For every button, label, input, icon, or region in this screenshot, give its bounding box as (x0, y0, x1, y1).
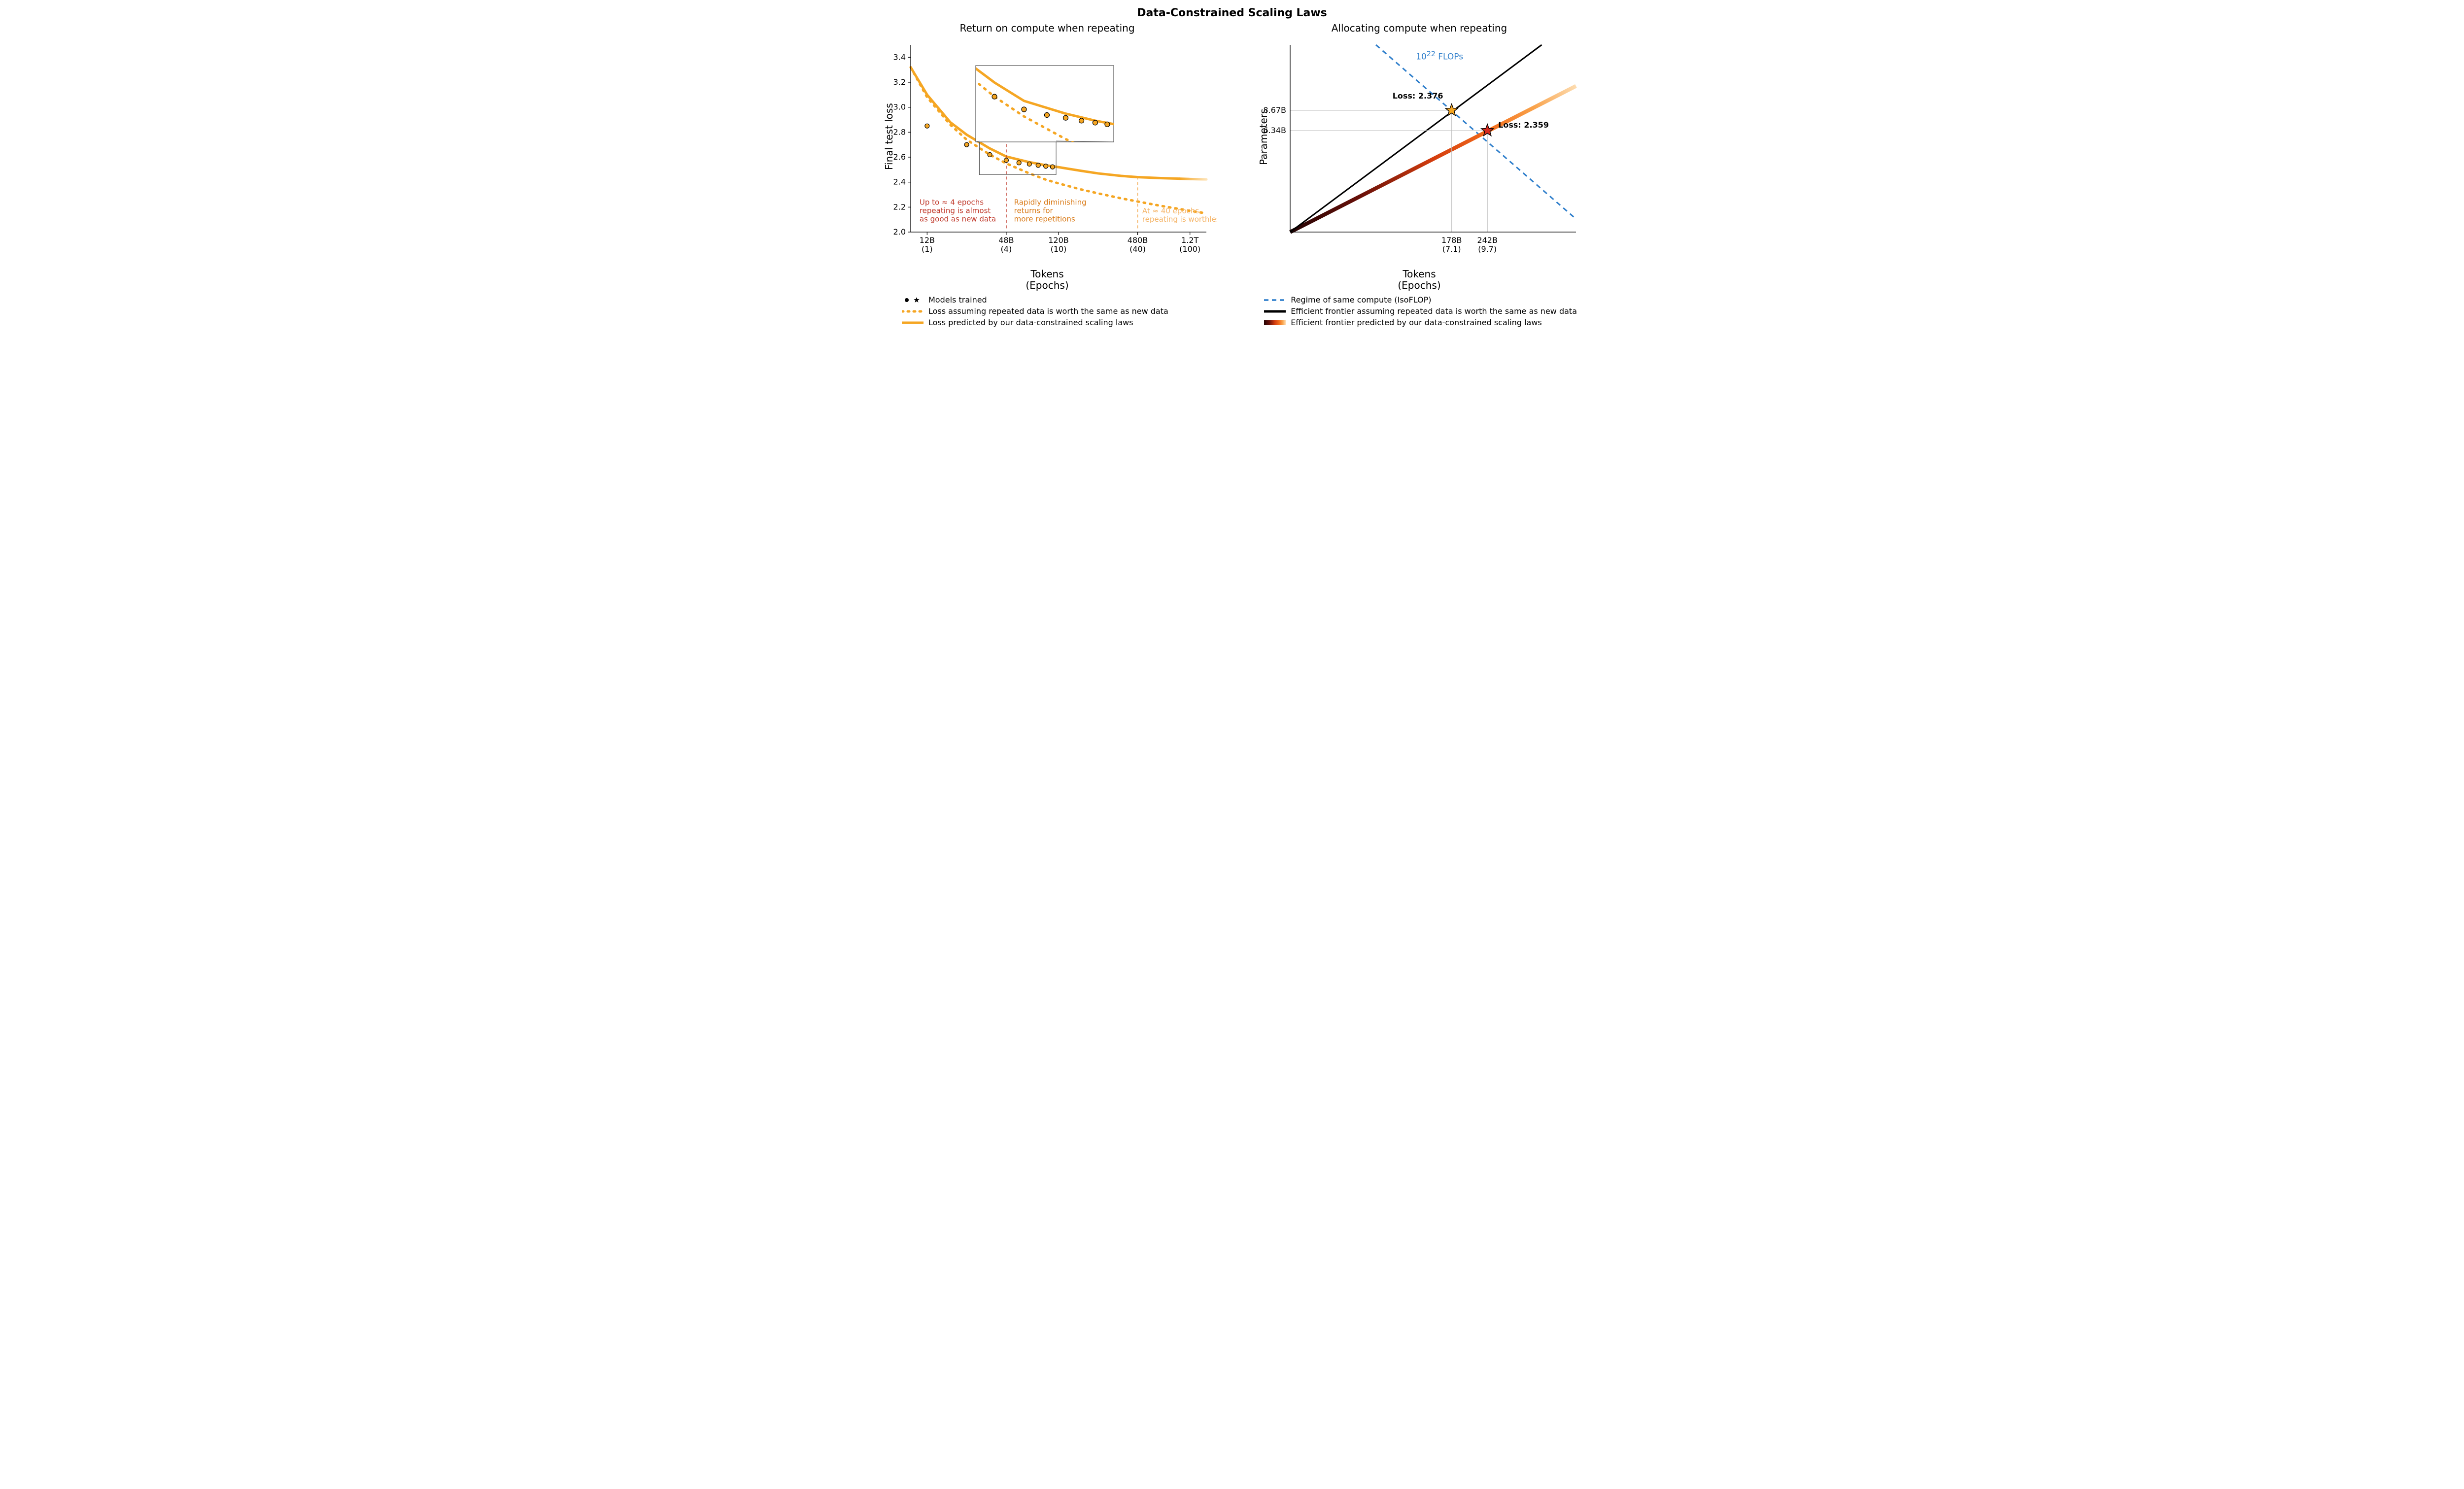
legend-label: Models trained (928, 295, 987, 305)
legend-item: Models trained (902, 295, 1168, 305)
left-ytick-label: 3.2 (893, 77, 906, 87)
legend-item: Regime of same compute (IsoFLOP) (1264, 295, 1577, 305)
right-xtick-sublabel: (7.1) (1442, 244, 1461, 254)
right-panel: Allocating compute when repeating Parame… (1252, 22, 1587, 291)
regime-annotation: At ≈ 40 epochs,repeating is worthless (1142, 206, 1217, 224)
left-xtick-label: 480B (1128, 236, 1148, 245)
left-xtick-sublabel: (1) (922, 244, 933, 254)
model-point (925, 124, 929, 128)
model-point (964, 142, 969, 147)
model-point (1036, 163, 1040, 168)
left-xlabel-line1: Tokens (1030, 268, 1063, 280)
figure-root: Data-Constrained Scaling Laws Return on … (867, 0, 1597, 337)
left-ytick-label: 3.4 (893, 52, 906, 62)
legend-right-col: Regime of same compute (IsoFLOP)Efficien… (1264, 295, 1577, 327)
left-xtick-sublabel: (4) (1001, 244, 1012, 254)
legend-item: Efficient frontier assuming repeated dat… (1264, 306, 1577, 316)
gradient-frontier (1290, 86, 1576, 232)
left-xtick-label: 48B (998, 236, 1014, 245)
model-point (1044, 164, 1048, 169)
figure-title: Data-Constrained Scaling Laws (867, 7, 1597, 19)
model-point (1027, 162, 1031, 166)
legend-item: Loss predicted by our data-constrained s… (902, 318, 1168, 327)
regime-annotation: Up to ≈ 4 epochsrepeating is almostas go… (920, 198, 996, 223)
left-ytick-label: 2.6 (893, 152, 906, 162)
right-ylabel: Parameters (1258, 109, 1269, 165)
legend-label: Loss predicted by our data-constrained s… (928, 318, 1133, 327)
inset-source-rect (979, 141, 1056, 174)
left-xtick-label: 120B (1048, 236, 1069, 245)
left-panel-title: Return on compute when repeating (877, 22, 1217, 34)
panels-row: Return on compute when repeating Final t… (867, 22, 1597, 291)
model-point (1050, 165, 1055, 169)
left-ylabel: Final test loss (883, 103, 895, 170)
left-xlabel: Tokens (Epochs) (877, 269, 1217, 291)
black-frontier (1290, 45, 1541, 232)
right-xlabel-line2: (Epochs) (1398, 279, 1440, 291)
flops-label: 1022 FLOPs (1416, 50, 1485, 64)
inset-box (976, 66, 1114, 142)
legend-item: Efficient frontier predicted by our data… (1264, 318, 1577, 327)
left-ytick-label: 2.4 (893, 177, 906, 187)
legend-left-col: Models trainedLoss assuming repeated dat… (902, 295, 1168, 327)
left-xtick-label: 1.2T (1181, 236, 1198, 245)
legend-swatch (902, 297, 924, 304)
legend-label: Efficient frontier predicted by our data… (1291, 318, 1542, 327)
left-xtick-label: 12B (920, 236, 935, 245)
legend-swatch (1264, 308, 1286, 315)
left-chart: 2.0 2.2 2.4 2.6 2.8 3.0 3.2 3.4 12B(1) 48B(4) 120B… (877, 35, 1217, 267)
regime-annotation: Rapidly diminishingreturns formore repet… (1014, 198, 1087, 223)
right-xtick-sublabel: (9.7) (1478, 244, 1497, 254)
right-xtick-label: 242B (1477, 236, 1498, 245)
left-ytick-label: 3.0 (893, 102, 906, 112)
model-point (1004, 158, 1008, 163)
right-chart: 6.34B8.67B178B(7.1)242B(9.7)1022 FLOPsLo… (1252, 35, 1587, 267)
right-panel-title: Allocating compute when repeating (1252, 22, 1587, 34)
left-xlabel-line2: (Epochs) (1026, 279, 1068, 291)
left-ytick-label: 2.0 (893, 227, 906, 237)
solid-loss-curve-fade (1180, 179, 1206, 180)
right-xlabel: Tokens (Epochs) (1252, 269, 1587, 291)
left-xtick-sublabel: (40) (1129, 244, 1146, 254)
left-ytick-label: 2.8 (893, 127, 906, 136)
legend-swatch (902, 308, 924, 315)
legend-label: Efficient frontier assuming repeated dat… (1291, 306, 1577, 316)
right-xlabel-line1: Tokens (1403, 268, 1436, 280)
model-point (1017, 161, 1021, 165)
loss-label: Loss: 2.376 (1393, 91, 1443, 101)
left-xtick-sublabel: (10) (1051, 244, 1067, 254)
isoflop-line (1376, 45, 1576, 219)
left-panel: Return on compute when repeating Final t… (877, 22, 1217, 291)
legend-swatch (1264, 319, 1286, 326)
model-point (988, 152, 992, 157)
legend-item: Loss assuming repeated data is worth the… (902, 306, 1168, 316)
legend-label: Loss assuming repeated data is worth the… (928, 306, 1168, 316)
left-xtick-sublabel: (100) (1179, 244, 1200, 254)
loss-label: Loss: 2.359 (1498, 120, 1549, 130)
left-ytick-label: 2.2 (893, 202, 906, 211)
legend-swatch (1264, 297, 1286, 304)
legend-swatch (902, 319, 924, 326)
legend-label: Regime of same compute (IsoFLOP) (1291, 295, 1431, 305)
legend: Models trainedLoss assuming repeated dat… (867, 291, 1597, 327)
right-xtick-label: 178B (1441, 236, 1462, 245)
